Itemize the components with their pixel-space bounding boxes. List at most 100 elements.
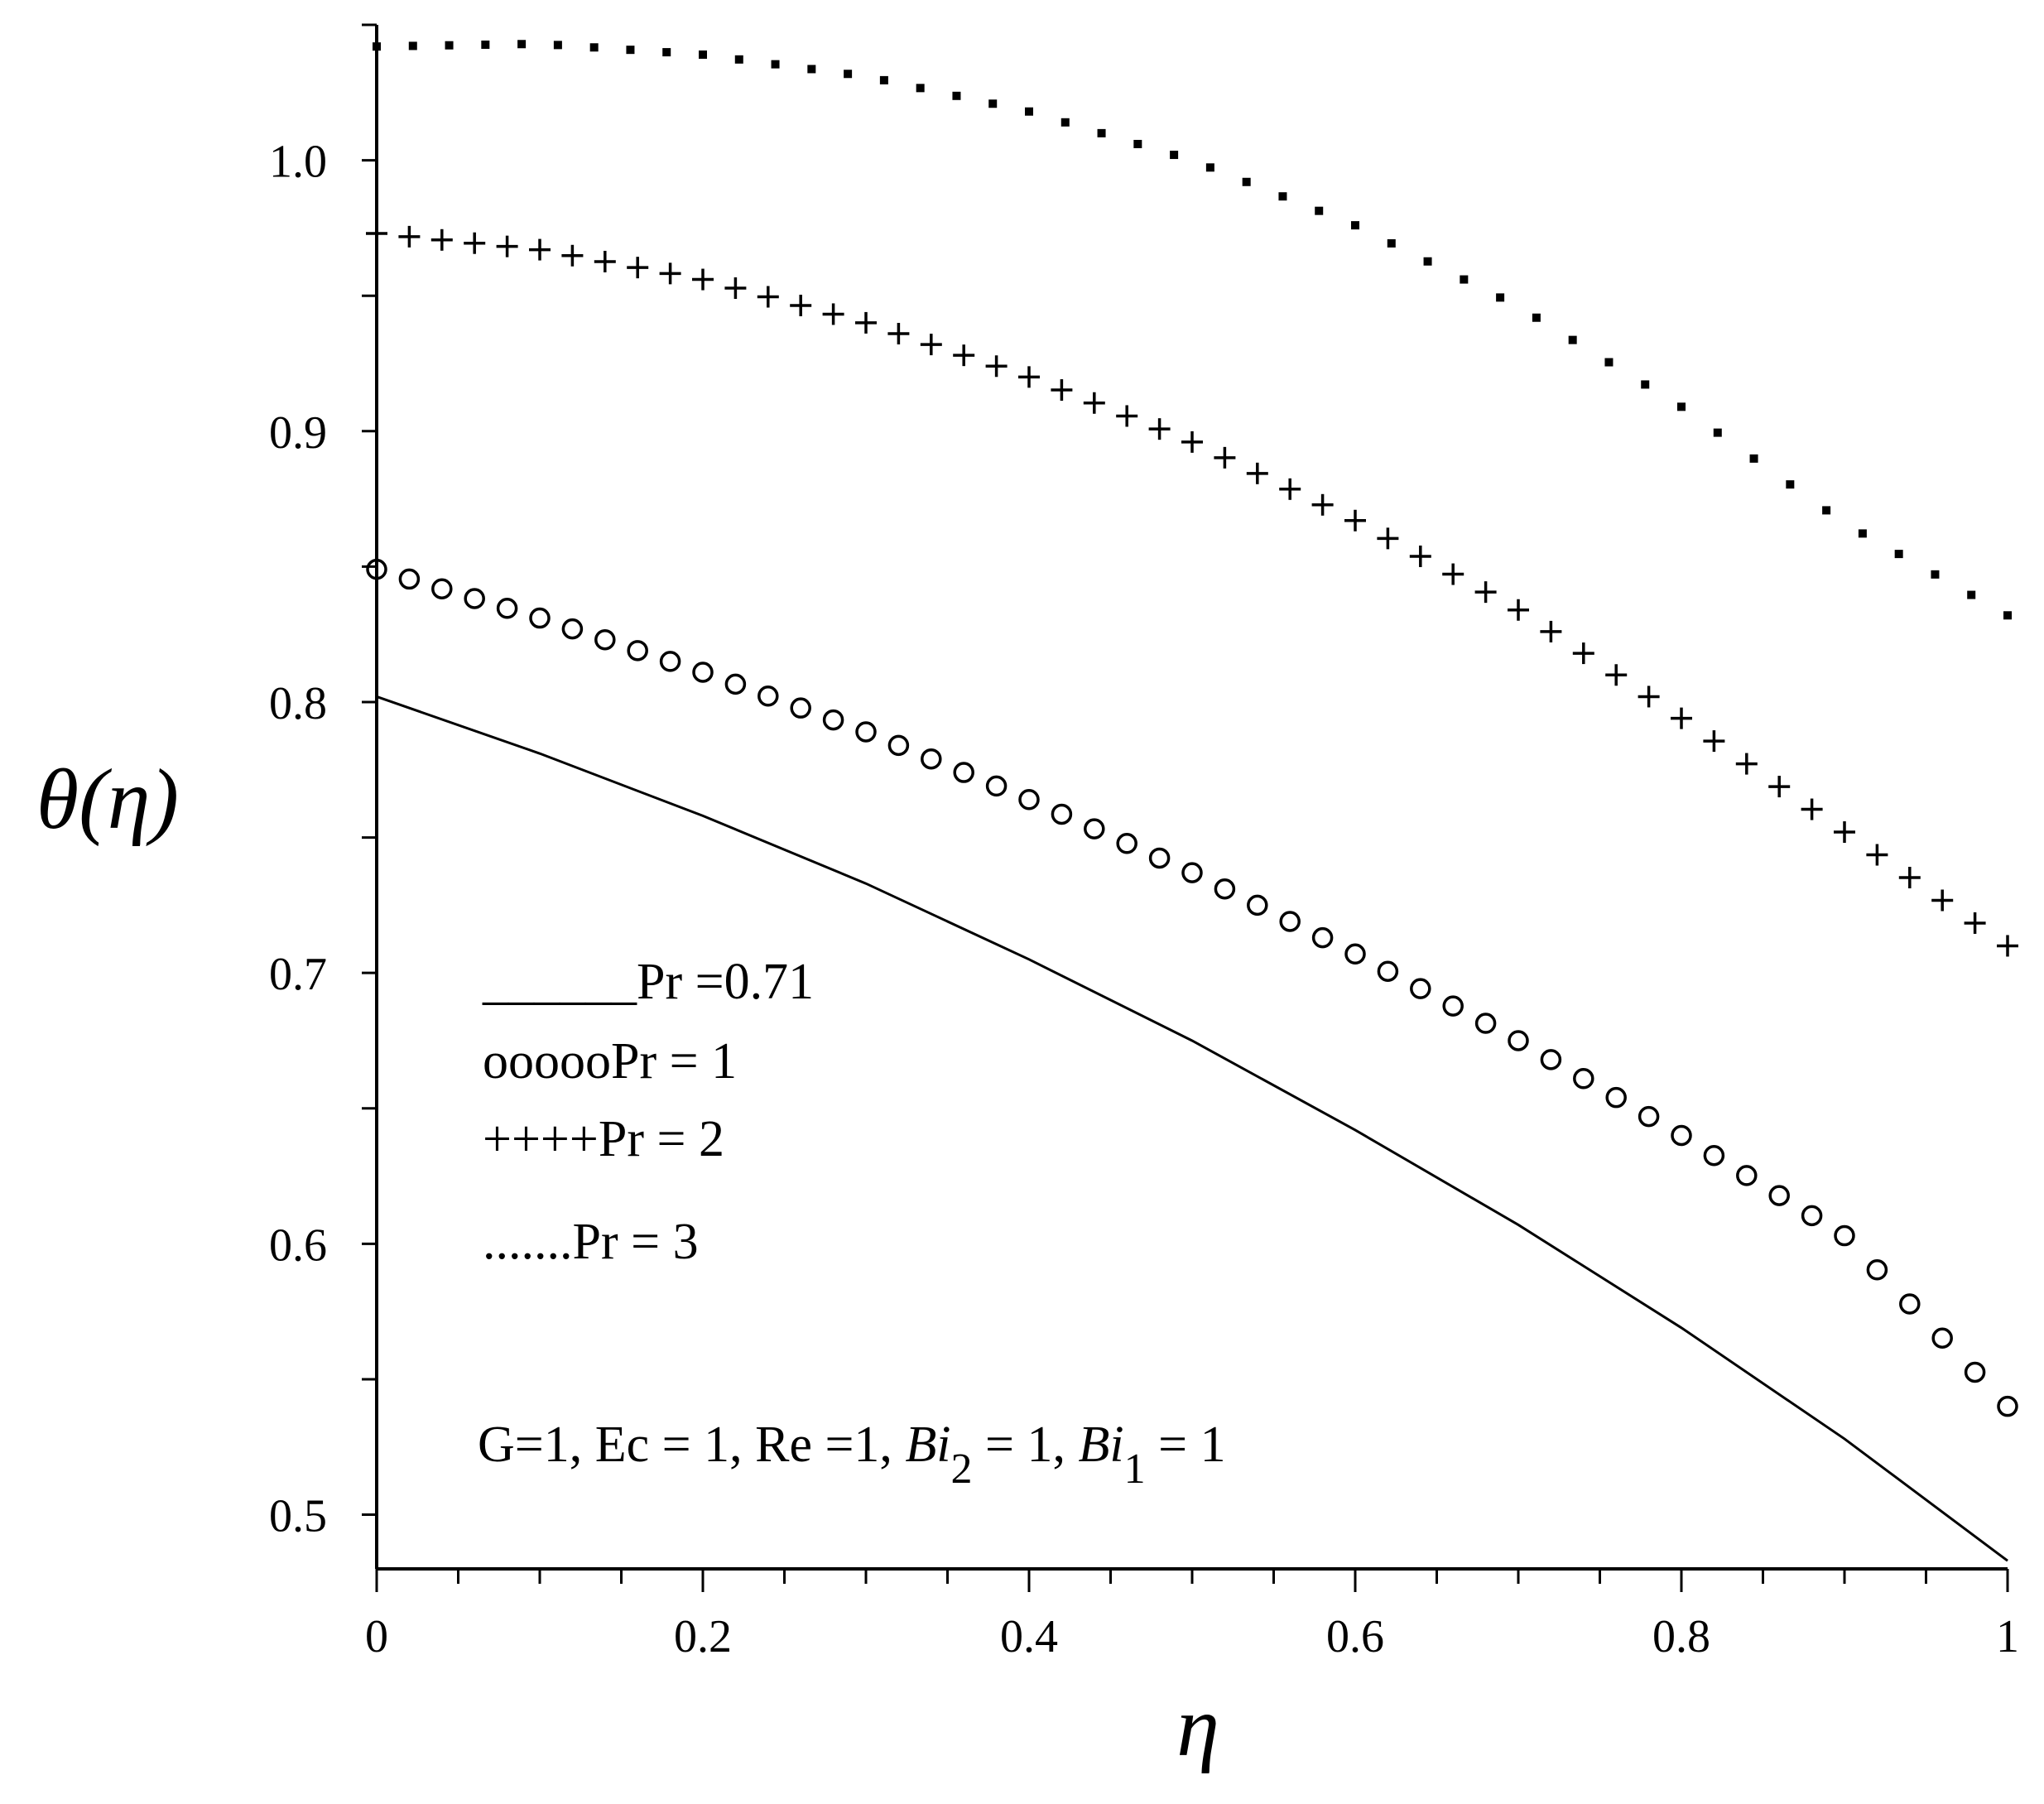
legend: ______Pr =0.71 oooooPr = 1 ++++Pr = 2 ..… bbox=[482, 954, 814, 1270]
series-point bbox=[1834, 1224, 1855, 1247]
series-point bbox=[553, 41, 562, 50]
series-point bbox=[430, 229, 453, 251]
series-point bbox=[1964, 1361, 1986, 1383]
series-point bbox=[855, 721, 877, 743]
axes bbox=[375, 25, 2008, 1571]
y-tick-label: 0.5 bbox=[269, 1491, 327, 1542]
legend-symbol-3: ++++ bbox=[483, 1111, 599, 1167]
series-point bbox=[1768, 1185, 1790, 1206]
series-point bbox=[757, 686, 779, 707]
series-point bbox=[1018, 789, 1040, 811]
series-point bbox=[659, 651, 681, 672]
series-point bbox=[692, 661, 714, 683]
y-axis-label: θ(η) bbox=[36, 752, 179, 847]
legend-symbol-2: ooooo bbox=[483, 1033, 611, 1090]
series-point bbox=[985, 775, 1008, 797]
series-point bbox=[1858, 529, 1867, 538]
series-point bbox=[757, 286, 779, 308]
legend-entry-4: .......Pr = 3 bbox=[483, 1214, 699, 1270]
series-point bbox=[1214, 446, 1236, 469]
series-point bbox=[1931, 1327, 1953, 1349]
series-point bbox=[952, 91, 961, 100]
series-point bbox=[699, 50, 707, 59]
series-point bbox=[1116, 833, 1137, 854]
series-point bbox=[1246, 462, 1268, 484]
series-point bbox=[1786, 480, 1795, 489]
series-point bbox=[408, 41, 417, 51]
series-point bbox=[1279, 478, 1301, 500]
series-point bbox=[953, 762, 974, 783]
series-point bbox=[1148, 418, 1171, 440]
series-point bbox=[1572, 642, 1594, 665]
series-point bbox=[1931, 570, 1940, 579]
series-point bbox=[1496, 293, 1505, 302]
series-point bbox=[1409, 545, 1431, 567]
series-point bbox=[1116, 405, 1138, 427]
series-point bbox=[1508, 1030, 1529, 1051]
series-point bbox=[1605, 664, 1628, 686]
series-point bbox=[855, 311, 877, 334]
x-tick-label: 0.6 bbox=[1326, 1611, 1384, 1662]
param-bi1: Bi bbox=[1079, 1417, 1124, 1473]
series-point bbox=[1967, 590, 1976, 599]
series-point bbox=[724, 277, 747, 300]
series-point bbox=[887, 323, 910, 344]
series-point bbox=[496, 235, 518, 257]
x-tick-label: 1 bbox=[1996, 1611, 2019, 1662]
series-point bbox=[1899, 1293, 1921, 1315]
series-point bbox=[1713, 428, 1722, 437]
series-point bbox=[1964, 912, 1986, 934]
series-point bbox=[771, 60, 780, 69]
series-point bbox=[1133, 139, 1142, 148]
series-point bbox=[589, 43, 599, 52]
series-point bbox=[1025, 107, 1033, 116]
param-text-3: = 1 bbox=[1146, 1417, 1226, 1473]
series-point bbox=[844, 70, 853, 79]
series-point bbox=[887, 734, 910, 757]
series-point bbox=[1423, 257, 1432, 266]
y-tick-label: 1.0 bbox=[269, 137, 327, 188]
series-point bbox=[627, 640, 648, 661]
legend-symbol-1: ______ bbox=[482, 954, 637, 1010]
series-point bbox=[594, 250, 616, 272]
series-point bbox=[1894, 550, 1903, 559]
parameter-annotation: G=1, Ec = 1, Re =1, Bi2 = 1, Bi1 = 1 bbox=[478, 1417, 1226, 1493]
series-point bbox=[1866, 1259, 1888, 1281]
series-point bbox=[1442, 563, 1464, 585]
series-point bbox=[734, 55, 743, 64]
series-point bbox=[1344, 943, 1366, 965]
series-point bbox=[988, 99, 998, 108]
series-point bbox=[1279, 911, 1301, 932]
series-group bbox=[366, 40, 2018, 1562]
series-point bbox=[1060, 118, 1070, 127]
series-point bbox=[1242, 177, 1251, 186]
series-point bbox=[1311, 493, 1334, 516]
x-tick-label: 0.2 bbox=[674, 1611, 732, 1662]
series-point bbox=[561, 244, 584, 267]
series-point bbox=[1671, 707, 1692, 729]
series-point bbox=[985, 355, 1008, 378]
series-point bbox=[1931, 889, 1954, 912]
series-point bbox=[1474, 581, 1497, 604]
y-tick-label: 0.9 bbox=[269, 407, 327, 459]
param-bi2-sub: 2 bbox=[951, 1446, 973, 1493]
x-axis-label: η bbox=[1176, 1679, 1219, 1774]
series-point bbox=[1377, 527, 1399, 550]
param-text-2: = 1, bbox=[973, 1417, 1079, 1473]
param-bi2: Bi bbox=[905, 1417, 950, 1473]
series-point bbox=[1540, 1049, 1562, 1070]
series-point bbox=[1866, 844, 1888, 866]
series-point bbox=[1703, 730, 1725, 753]
series-point bbox=[445, 41, 454, 50]
series-point bbox=[1315, 206, 1324, 215]
series-point bbox=[1170, 151, 1179, 160]
series-point bbox=[1671, 1124, 1692, 1147]
series-point bbox=[1460, 275, 1469, 284]
series-point bbox=[1018, 366, 1040, 388]
series-point bbox=[1083, 392, 1105, 414]
series-point bbox=[1573, 1068, 1594, 1090]
param-text-1: G=1, Ec = 1, Re =1, bbox=[478, 1417, 905, 1473]
series-point bbox=[1736, 1165, 1758, 1186]
series-point bbox=[366, 558, 387, 580]
series-point bbox=[1735, 753, 1758, 775]
